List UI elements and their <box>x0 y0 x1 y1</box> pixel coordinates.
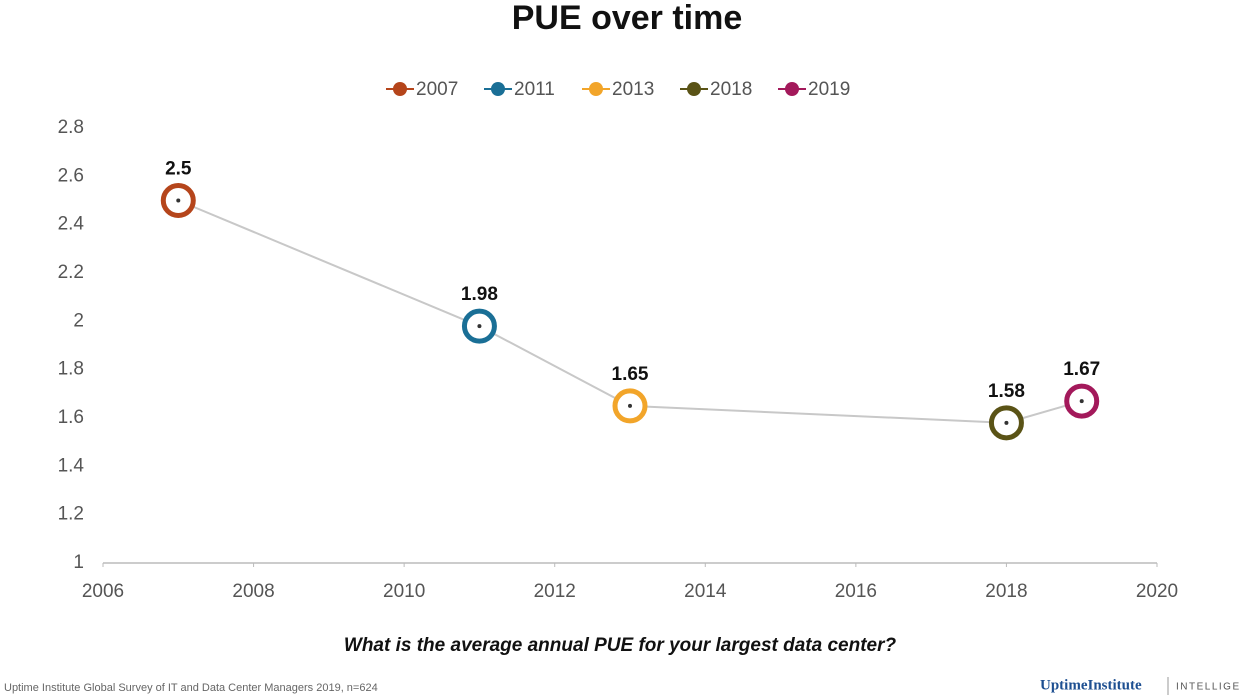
y-tick-label: 2 <box>73 310 84 331</box>
x-tick-label: 2020 <box>1136 581 1178 602</box>
legend-label: 2018 <box>710 79 752 100</box>
legend-label: 2013 <box>612 79 654 100</box>
y-tick-label: 2.6 <box>58 165 84 186</box>
data-label: 2.5 <box>165 159 192 180</box>
y-tick-label: 2.2 <box>58 262 84 283</box>
data-label: 1.65 <box>612 364 649 385</box>
legend-marker <box>491 82 505 96</box>
point-dot <box>1079 399 1084 404</box>
x-tick-label: 2012 <box>534 581 576 602</box>
x-axis-label: What is the average annual PUE for your … <box>344 635 897 656</box>
y-tick-label: 2.8 <box>58 117 84 138</box>
point-dot <box>176 198 181 203</box>
y-tick-label: 2.4 <box>58 214 85 235</box>
data-label: 1.67 <box>1063 359 1100 380</box>
point-dot <box>477 324 482 329</box>
x-tick-label: 2014 <box>684 581 727 602</box>
y-tick-label: 1.2 <box>58 504 84 525</box>
y-tick-label: 1 <box>73 552 84 573</box>
legend-marker <box>393 82 407 96</box>
x-tick-label: 2016 <box>835 581 877 602</box>
legend-marker <box>687 82 701 96</box>
x-tick-label: 2010 <box>383 581 425 602</box>
legend-label: 2007 <box>416 79 458 100</box>
legend-marker <box>785 82 799 96</box>
x-tick-label: 2006 <box>82 581 124 602</box>
data-label: 1.58 <box>988 381 1025 402</box>
data-label: 1.98 <box>461 284 498 305</box>
chart-title: PUE over time <box>512 0 743 37</box>
y-tick-label: 1.4 <box>58 455 85 476</box>
logo-tag: INTELLIGE <box>1176 682 1241 693</box>
legend-label: 2019 <box>808 79 850 100</box>
point-dot <box>1004 420 1009 425</box>
source-note: Uptime Institute Global Survey of IT and… <box>4 682 378 694</box>
y-tick-label: 1.6 <box>58 407 84 428</box>
legend-label: 2011 <box>514 79 555 100</box>
y-tick-label: 1.8 <box>58 359 84 380</box>
x-tick-label: 2018 <box>985 581 1027 602</box>
logo: UptimeInstitute <box>1040 677 1142 693</box>
x-tick-label: 2008 <box>232 581 274 602</box>
point-dot <box>628 403 632 408</box>
legend-marker <box>589 82 603 96</box>
